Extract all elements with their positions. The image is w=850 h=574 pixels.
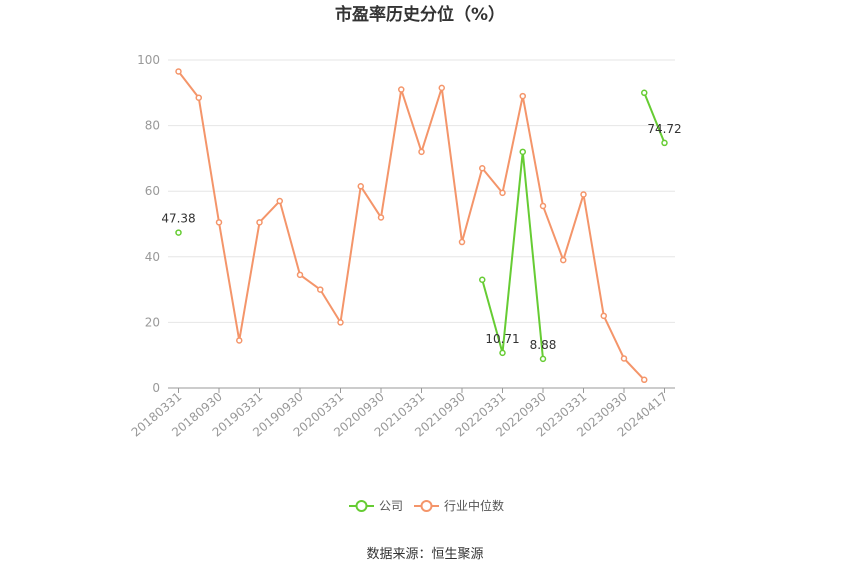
- y-tick-label: 20: [145, 315, 160, 329]
- data-point: [175, 229, 182, 236]
- y-tick-label: 0: [152, 381, 160, 395]
- series-lines: [177, 70, 666, 381]
- data-point: [296, 271, 304, 279]
- data-point: [620, 355, 628, 362]
- legend-label: 公司: [379, 499, 403, 513]
- data-point: [236, 337, 243, 344]
- data-point: [479, 276, 486, 284]
- chart-title: 市盈率历史分位（%）: [335, 4, 505, 25]
- legend-marker: [420, 500, 433, 512]
- data-labels: 47.38 10.71 8.88 74.72: [161, 122, 681, 352]
- series-line: [481, 150, 544, 359]
- data-point: [195, 94, 202, 101]
- series-line: [643, 92, 666, 144]
- data-point: [499, 349, 506, 357]
- data-point: [580, 191, 587, 198]
- data-point: [317, 286, 324, 293]
- data-point: [641, 376, 648, 384]
- data-label: 10.71: [485, 332, 519, 346]
- data-label: 47.38: [161, 212, 195, 226]
- legend-marker: [355, 500, 368, 512]
- data-point: [215, 219, 223, 226]
- y-tick-label: 80: [145, 119, 160, 133]
- data-point: [661, 139, 668, 147]
- y-tick-label: 60: [145, 184, 160, 198]
- data-point: [479, 164, 486, 172]
- grid-lines: [168, 59, 675, 323]
- data-point: [458, 238, 466, 246]
- y-tick-label: 40: [145, 250, 160, 264]
- data-point: [499, 189, 506, 197]
- data-point: [175, 68, 182, 75]
- data-point: [539, 355, 547, 363]
- data-point: [641, 89, 648, 97]
- y-axis: 0 20 40 60 80 100: [137, 53, 160, 395]
- data-point: [377, 214, 385, 221]
- legend: 公司 行业中位数: [349, 498, 504, 513]
- data-label: 74.72: [647, 122, 681, 136]
- data-point: [276, 197, 283, 205]
- data-point: [418, 148, 425, 156]
- data-point: [600, 312, 607, 320]
- data-point: [337, 319, 344, 326]
- legend-label: 行业中位数: [444, 498, 504, 513]
- data-point: [539, 202, 547, 210]
- data-point: [438, 84, 445, 92]
- x-axis: 2018033120180930201903312019093020200331…: [129, 387, 675, 440]
- data-point: [256, 219, 263, 226]
- series-points: [175, 68, 668, 384]
- data-point: [398, 86, 405, 93]
- source-note: 数据来源：恒生聚源: [366, 547, 483, 562]
- data-label: 8.88: [530, 338, 557, 352]
- data-point: [560, 256, 567, 264]
- y-tick-label: 100: [137, 53, 160, 67]
- series-line: [177, 70, 645, 381]
- data-point: [357, 183, 364, 190]
- data-point: [519, 148, 526, 156]
- data-point: [519, 92, 526, 100]
